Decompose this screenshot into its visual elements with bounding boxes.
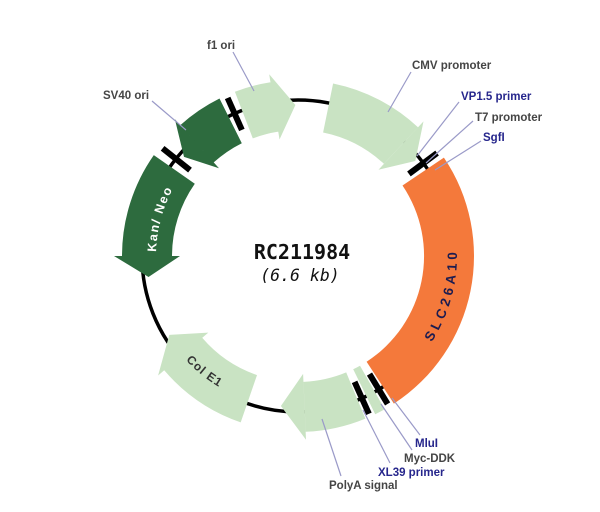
feature-labels: f1 ori SV40 ori CMV promoter VP1.5 prime… <box>103 40 543 492</box>
f1-ori-leader-line <box>232 51 255 92</box>
vp15-primer-label: VP1.5 primer <box>461 91 532 103</box>
leader-lines <box>151 51 482 477</box>
sgfi-label: SgfI <box>483 132 505 144</box>
sv40-ori-arrow <box>174 98 242 169</box>
plasmid-size: (6.6 kb) <box>260 266 339 285</box>
sgfi-leader-line <box>434 140 482 171</box>
myc-ddk-label: Myc-DDK <box>404 453 456 465</box>
col-e1-arrow <box>158 332 257 423</box>
myc-ddk-tag-band <box>353 365 385 415</box>
xl39-primer-leader-line <box>362 409 391 464</box>
cmv-promoter-leader-line <box>387 71 412 113</box>
myc-ddk-leader-line <box>380 403 413 451</box>
polya-signal-label: PolyA signal <box>329 480 398 492</box>
kan-sv40-junction-tick <box>160 145 192 173</box>
kan-neo-arrow <box>114 155 195 277</box>
t7-promoter-leader-line <box>425 120 474 164</box>
xl39-primer-label: XL39 primer <box>378 467 445 479</box>
mlui-leader-line <box>391 397 421 436</box>
xl39-site-tick <box>351 380 372 416</box>
vp15-primer-leader-line <box>416 101 460 157</box>
polya-signal-arrow <box>280 372 366 440</box>
sv40-f1-junction-tick <box>224 96 245 132</box>
f1-ori-label: f1 ori <box>207 40 235 52</box>
mlui-site-tick <box>366 372 391 406</box>
sv40-ori-label: SV40 ori <box>103 90 149 102</box>
sv40-ori-leader-line <box>151 100 187 131</box>
cmv-promoter-arrow <box>323 83 424 170</box>
polya-signal-leader-line <box>321 418 342 477</box>
t7-promoter-label: T7 promoter <box>475 112 543 124</box>
feature-arcs <box>114 74 474 440</box>
mlui-label: MluI <box>415 438 438 450</box>
f1-ori-arrow <box>234 74 296 140</box>
plasmid-title: RC211984 <box>254 240 350 264</box>
slc26a10-orf-band <box>366 157 474 404</box>
cmv-promoter-label: CMV promoter <box>412 60 492 72</box>
